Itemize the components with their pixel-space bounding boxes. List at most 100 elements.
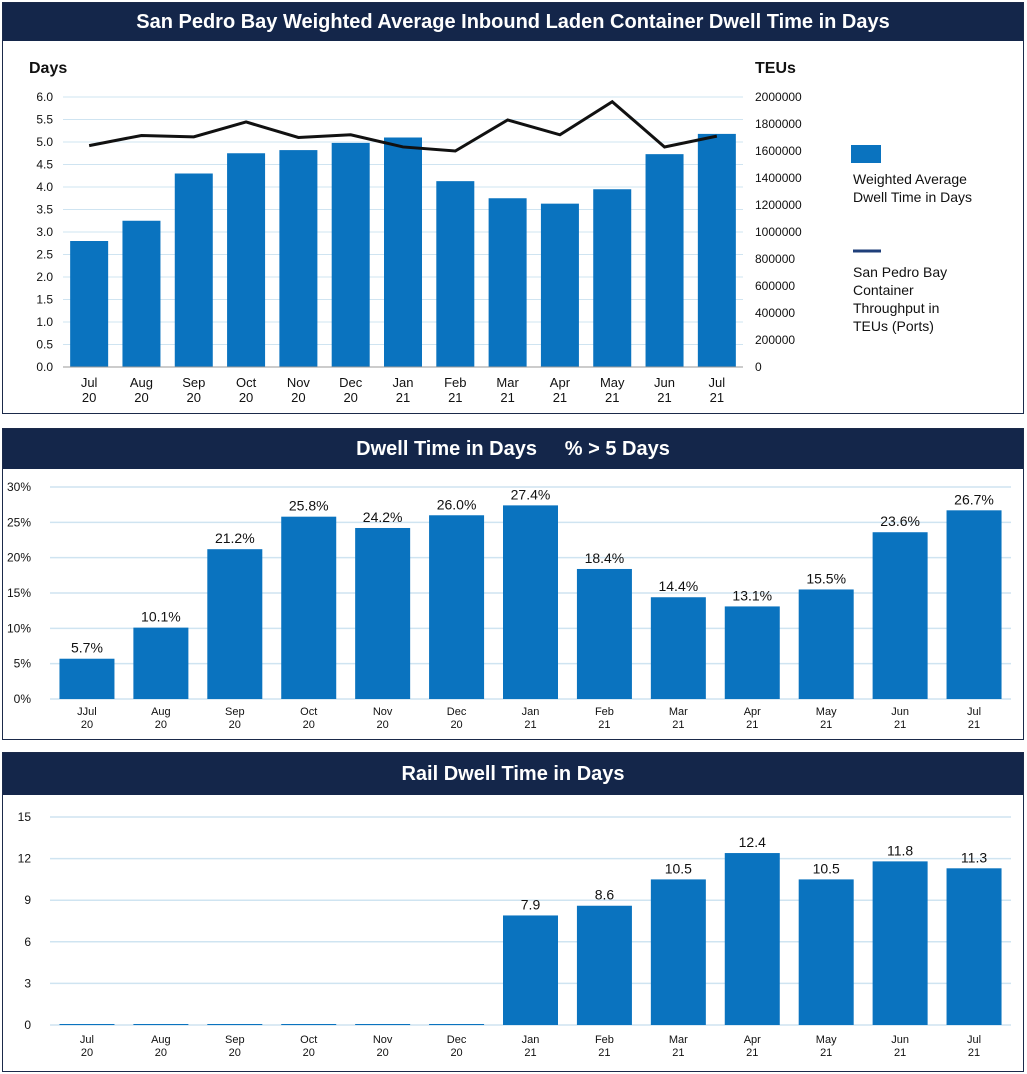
pct-x-tick-label: Jul 21: [967, 706, 981, 731]
data-label: 27.4%: [511, 486, 551, 502]
bar: [576, 905, 632, 1025]
bar: [355, 527, 411, 699]
y-tick-label: 0%: [14, 692, 32, 706]
y-tick-label: 0.0: [36, 360, 53, 374]
bar: [227, 153, 266, 367]
y-tick-label: 10%: [7, 621, 31, 635]
data-label: 11.3: [961, 849, 987, 865]
y-tick-label: 9: [24, 893, 31, 907]
legend-bar-swatch: [851, 145, 881, 163]
pct-x-tick-label: Sep 20: [225, 706, 245, 731]
bar: [946, 868, 1002, 1025]
pct-x-tick-label: Feb 21: [595, 706, 614, 731]
dwell-x-tick-label: Mar 21: [496, 375, 519, 405]
bar: [59, 1024, 115, 1025]
dwell-time-panel: San Pedro Bay Weighted Average Inbound L…: [2, 2, 1024, 414]
bar: [488, 198, 527, 367]
y-tick-label: 5%: [14, 657, 32, 671]
pct-x-tick-label: May 21: [816, 706, 837, 731]
legend-bar-label: Weighted Average Dwell Time in Days: [853, 171, 972, 205]
dwell-x-tick-label: Aug 20: [130, 375, 153, 405]
dwell-x-tick-label: Jul 21: [709, 375, 726, 405]
y2-tick-label: 400000: [755, 306, 795, 320]
y-tick-label: 4.0: [36, 180, 53, 194]
pct-x-tick-label: JJul 20: [77, 706, 97, 731]
data-label: 25.8%: [289, 498, 329, 514]
bar: [355, 1024, 411, 1025]
dwell-time-title: San Pedro Bay Weighted Average Inbound L…: [3, 3, 1023, 41]
data-label: 8.6: [595, 887, 615, 903]
pct-over-5-chart: 0% 5% 10% 15% 20% 25% 30% 5.7% JJul 20 10.1% Aug 20 2…: [7, 480, 1011, 731]
y-tick-label: 15%: [7, 586, 31, 600]
bar: [650, 879, 706, 1025]
bar: [59, 658, 115, 699]
throughput-line: [88, 99, 718, 153]
y-axis-label: Days: [29, 60, 67, 77]
y2-tick-label: 200000: [755, 333, 795, 347]
bar: [872, 532, 928, 699]
bar: [645, 154, 684, 367]
y-tick-label: 2.0: [36, 270, 53, 284]
rail-x-tick-label: Feb 21: [595, 1034, 614, 1059]
legend-line-label: San Pedro Bay Container Throughput in TEUs …: [853, 264, 947, 334]
pct-x-tick-label: Aug 20: [151, 706, 171, 731]
bar: [429, 1024, 485, 1025]
rail-x-tick-label: Jul 21: [967, 1034, 981, 1059]
data-label: 5.7%: [71, 640, 103, 656]
y-tick-label: 1.5: [36, 293, 53, 307]
rail-dwell-title: Rail Dwell Time in Days: [3, 753, 1023, 795]
bar: [946, 510, 1002, 699]
bar: [576, 568, 632, 699]
bar: [798, 879, 854, 1025]
bar: [593, 189, 632, 367]
dwell-x-tick-label: Apr 21: [550, 375, 571, 405]
rail-x-tick-label: Nov 20: [373, 1034, 393, 1059]
bar: [70, 241, 109, 367]
data-label: 24.2%: [363, 509, 403, 525]
pct-x-tick-label: Nov 20: [373, 706, 393, 731]
bar: [724, 853, 780, 1025]
bar: [436, 181, 475, 367]
bar: [429, 515, 485, 699]
bar: [798, 589, 854, 699]
data-label: 12.4: [739, 834, 766, 850]
rail-dwell-panel: Rail Dwell Time in Days 0 3 6 9 12 15 Jul 20 Aug…: [2, 752, 1024, 1072]
y-tick-label: 12: [18, 852, 32, 866]
bar: [503, 915, 558, 1025]
dwell-x-tick-label: Jul 20: [81, 375, 98, 405]
dwell-time-chart: 0.0 0.5 1.0 1.5 2.0 2.5 3.0 3.5 4.0 4.5 5.0 5.5 6.0 0…: [29, 60, 972, 405]
bar: [133, 627, 189, 699]
dwell-x-tick-label: Feb 21: [444, 375, 466, 405]
y2-tick-label: 1400000: [755, 171, 802, 185]
dwell-x-tick-label: Jun 21: [654, 375, 675, 405]
y-tick-label: 5.0: [36, 135, 53, 149]
y2-tick-label: 1600000: [755, 144, 802, 158]
data-label: 10.5: [665, 860, 692, 876]
rail-x-tick-label: Sep 20: [225, 1034, 245, 1059]
data-label: 26.7%: [954, 491, 994, 507]
bar: [697, 133, 736, 367]
y-tick-label: 30%: [7, 480, 31, 494]
rail-x-tick-label: Aug 20: [151, 1034, 171, 1059]
y-tick-label: 2.5: [36, 248, 53, 262]
rail-x-tick-label: Jan 21: [522, 1034, 540, 1059]
data-label: 10.1%: [141, 609, 181, 625]
rail-x-tick-label: May 21: [816, 1034, 837, 1059]
y2-axis-label: TEUs: [755, 60, 796, 77]
y-tick-label: 3.5: [36, 203, 53, 217]
y-tick-label: 15: [18, 810, 32, 824]
y2-tick-label: 1000000: [755, 225, 802, 239]
y-tick-label: 0.5: [36, 338, 53, 352]
data-label: 7.9: [521, 896, 541, 912]
y2-tick-label: 2000000: [755, 90, 802, 104]
pct-over-5-panel: Dwell Time in Days % > 5 Days 0% 5% 10% 15%…: [2, 428, 1024, 740]
y2-tick-label: 1800000: [755, 117, 802, 131]
y2-tick-label: 800000: [755, 252, 795, 266]
bar: [174, 173, 213, 367]
bar: [281, 516, 337, 699]
rail-dwell-chart: 0 3 6 9 12 15 Jul 20 Aug 20 Sep 20 Oct 20 Nov 20 Dec 20 7.…: [18, 810, 1011, 1059]
pct-x-tick-label: Jun 21: [891, 706, 909, 731]
y-tick-label: 1.0: [36, 315, 53, 329]
y-tick-label: 0: [24, 1018, 31, 1032]
data-label: 26.0%: [437, 496, 477, 512]
